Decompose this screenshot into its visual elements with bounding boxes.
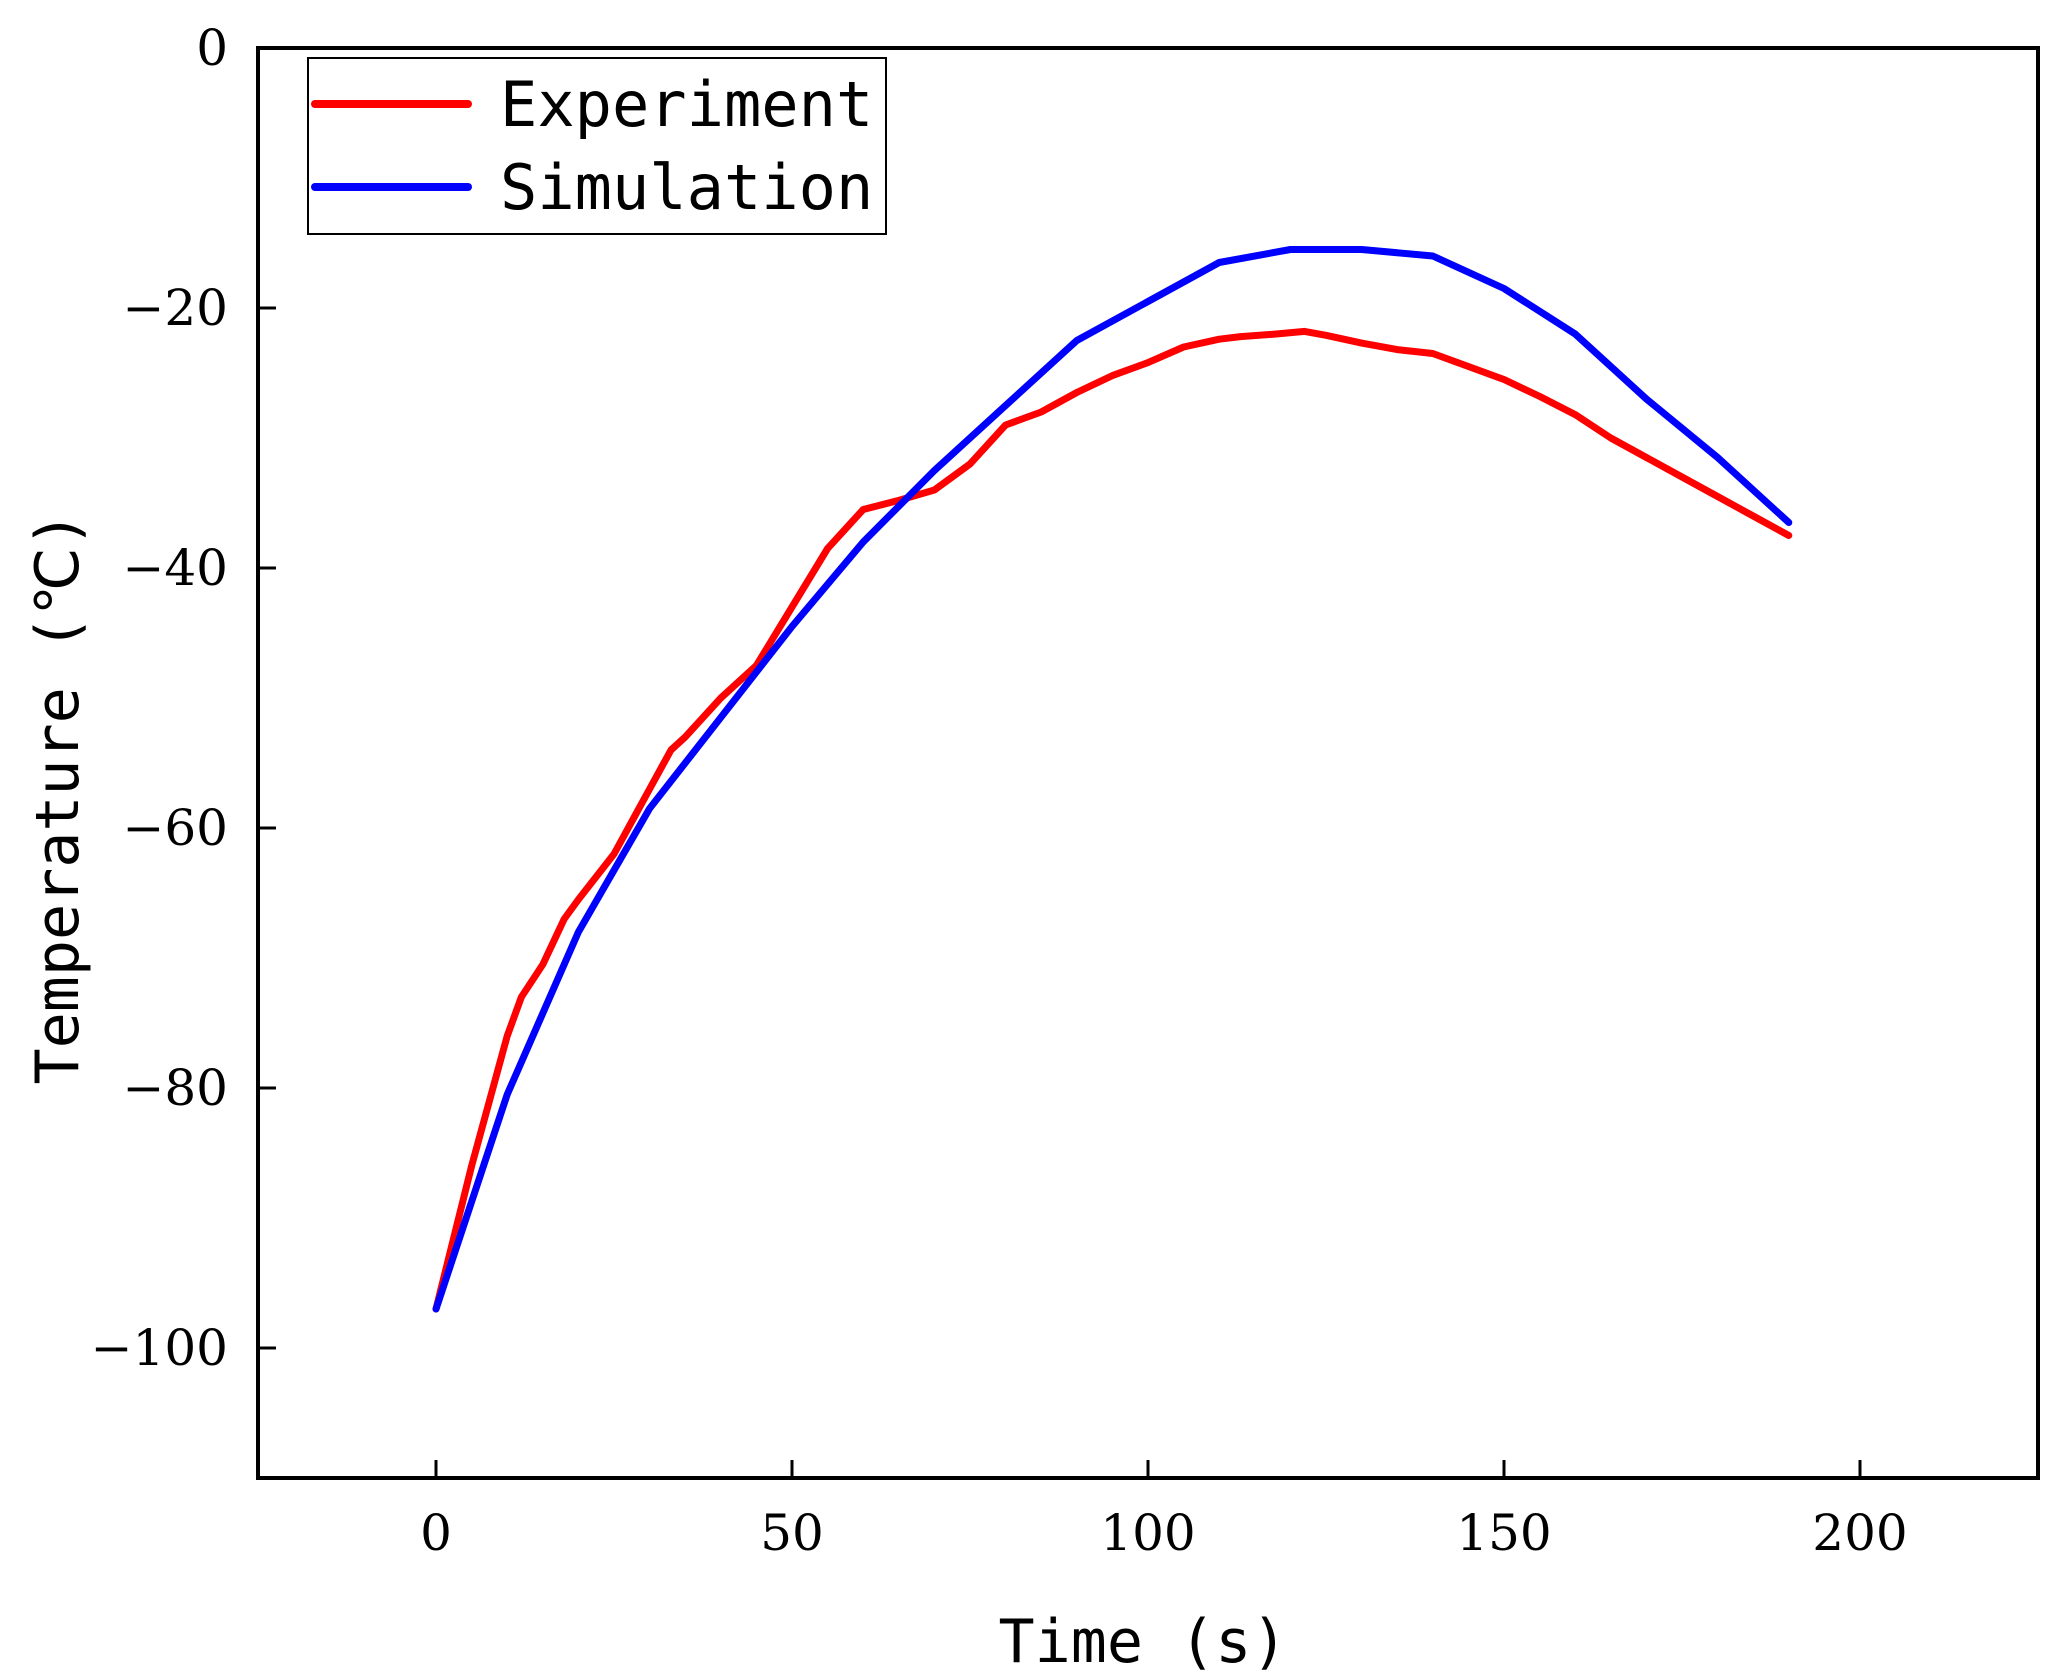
- legend: Experiment Simulation: [307, 57, 887, 235]
- series-line-simulation: [432, 246, 1793, 1313]
- y-tick-label: −20: [122, 279, 228, 337]
- x-tick-label: 0: [420, 1504, 452, 1562]
- legend-label-experiment: Experiment: [500, 68, 873, 141]
- legend-box: [307, 57, 887, 235]
- x-tick-label: 200: [1812, 1504, 1907, 1562]
- y-tick-label: −60: [122, 799, 228, 857]
- y-tick-label: −80: [122, 1059, 228, 1117]
- y-axis-title: Temperature (℃): [23, 511, 93, 1084]
- legend-label-simulation: Simulation: [500, 151, 873, 224]
- x-tick-label: 150: [1456, 1504, 1551, 1562]
- x-axis-title: Time (s): [999, 1607, 1288, 1677]
- series-line-experiment: [432, 327, 1793, 1313]
- x-tick-label: 50: [760, 1504, 824, 1562]
- x-tick-label: 100: [1100, 1504, 1195, 1562]
- y-axis-ticks: 0 −20 −40 −60 −80 −100: [91, 19, 276, 1377]
- plot-lines: [432, 246, 1793, 1313]
- y-tick-label: −100: [91, 1319, 228, 1377]
- x-axis-ticks: 0 50 100 150 200: [420, 1460, 1908, 1562]
- y-tick-label: 0: [196, 19, 228, 77]
- y-tick-label: −40: [122, 539, 228, 597]
